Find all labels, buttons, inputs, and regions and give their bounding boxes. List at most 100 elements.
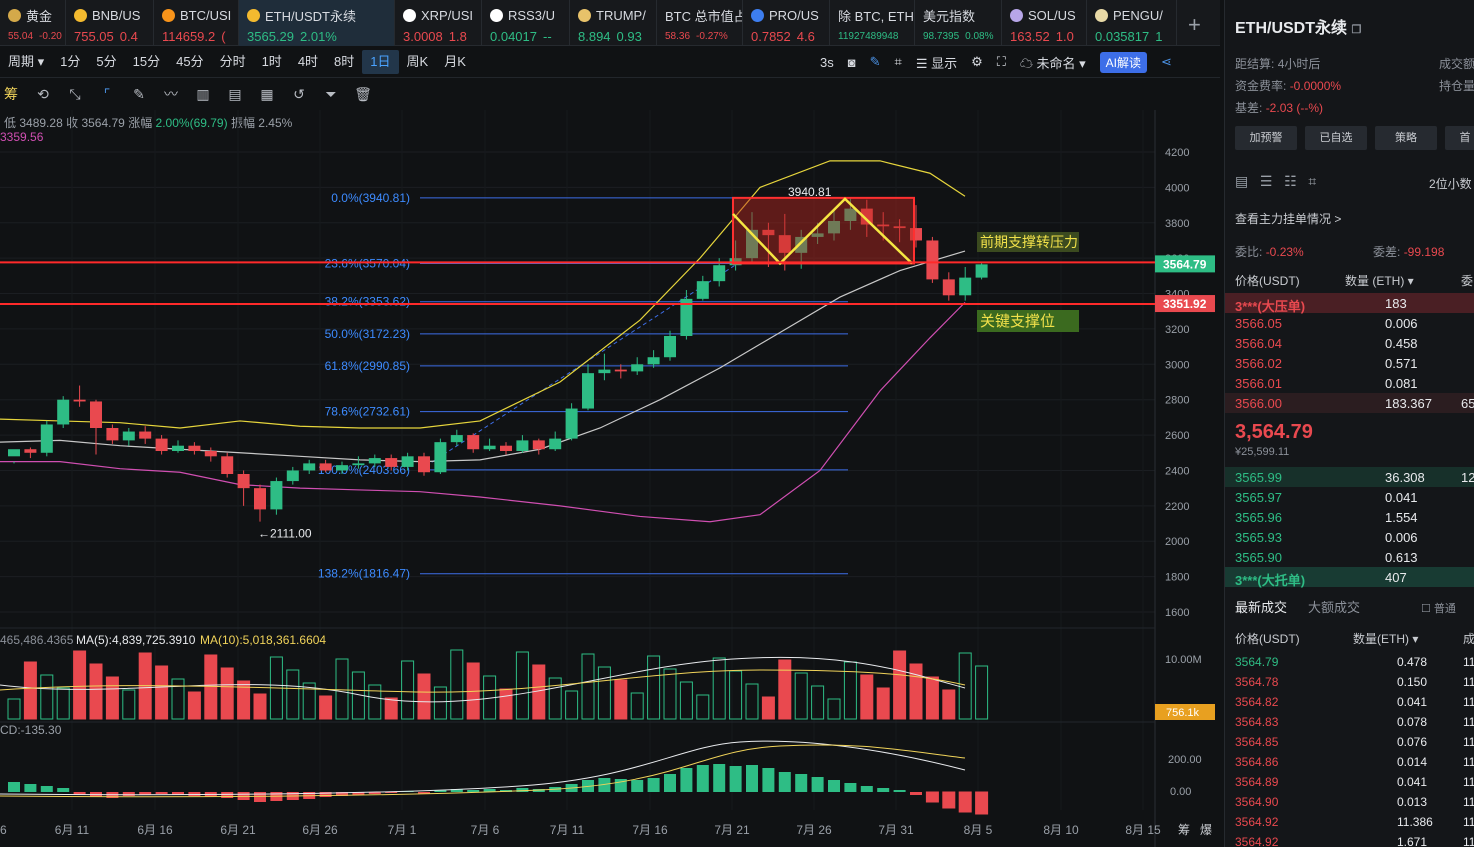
candle-icon[interactable]: ▥ [196,85,210,102]
ticker-tab[interactable]: BTC 总市值占 58.36 -0.27% [657,0,743,46]
template-dropdown[interactable]: ☁ 未命名 ▾ [1019,55,1086,71]
support-annotation-bg [977,310,1079,332]
add-tab-icon[interactable]: + [1188,12,1201,37]
coin-icon [751,8,764,22]
order-book-row[interactable]: 3566.02 0.571 [1225,353,1474,373]
book-view-icons[interactable]: ▤ ☰ ☷ ⌗ [1235,173,1317,189]
ticker-tab[interactable]: 黄金 55.04 -0.20 [0,0,66,46]
indicator-icon[interactable]: ⟲ [37,85,49,102]
normal-checkbox[interactable]: ☐ 普通 [1421,603,1456,615]
ticker-tab[interactable]: BTC/USI 114659.2 ( [154,0,239,46]
order-book-row[interactable]: 3565.90 0.613 [1225,547,1474,567]
timeframe-4[interactable]: 分时 [219,53,246,69]
ticker-tab[interactable]: ETH/USDT永续 3565.29 2.01% [239,0,395,46]
ticker-tab[interactable]: PENGU/0.035817 1 [1087,0,1177,46]
filter-icon[interactable]: ⏷ [325,85,337,102]
timeframe-5[interactable]: 1时 [261,53,282,69]
trade-col-qty[interactable]: 数量(ETH) ▾ [1353,632,1419,646]
timeframe-7[interactable]: 8时 [334,53,355,69]
ticker-tab[interactable]: PRO/US 0.7852 4.6 [743,0,830,46]
ai-interpret-button[interactable]: AI解读 [1099,51,1148,73]
order-book-row[interactable]: 3565.96 1.554 [1225,507,1474,527]
timeframe-10[interactable]: 月K [444,53,466,69]
volume-bar [581,653,595,720]
ticker-symbol: PRO/US [769,7,819,23]
ticker-tab[interactable]: 除 BTC, ETH 11927489948 [830,0,915,46]
ticker-tab[interactable]: BNB/US 755.05 0.4 [66,0,154,46]
order-book-row[interactable]: 3565.93 0.006 [1225,527,1474,547]
volume-current-tag [1155,704,1215,720]
volume-bar [40,674,54,720]
ticker-change: 0.93 [616,29,642,44]
order-book-row[interactable]: 3565.97 0.041 [1225,487,1474,507]
camera-icon[interactable]: ◙ [847,54,856,70]
timeframe-0[interactable]: 1分 [60,53,81,69]
ticker-tab[interactable]: SOL/US 163.52 1.0 [1002,0,1087,46]
trade-qty: 0.013 [1397,795,1428,809]
price-chart[interactable]: 1600180020002200240026002800300032003400… [0,110,1220,847]
col-qty[interactable]: 数量 (ETH) ▾ [1345,274,1414,288]
cursor-icon[interactable]: ⌜ [103,85,111,102]
order-book-row[interactable]: 3566.05 0.006 [1225,313,1474,333]
coin-icon [490,8,503,22]
strategy-button[interactable]: 策略 [1375,126,1437,150]
display-button[interactable]: ☰ 显示 [915,55,958,71]
x-tick-label: 8月 15 [1125,823,1161,837]
add-alert-button[interactable]: 加预警 [1235,126,1297,150]
fullscreen-icon[interactable]: ⛶ [996,54,1006,69]
trade-row: 3564.89 0.041 11 [1225,772,1474,792]
clipboard-icon[interactable]: ▤ [228,85,242,102]
order-book-row[interactable]: 3566.04 0.458 [1225,333,1474,353]
magic-icon[interactable]: ⤡ [69,85,81,102]
trash-icon[interactable]: 🗑 [354,85,372,102]
timeframe-3[interactable]: 45分 [176,53,204,69]
timeframe-2[interactable]: 15分 [132,53,161,69]
ticker-price-row: 755.05 0.4 [74,29,153,44]
settings-icon[interactable]: ⚙ [971,54,983,69]
tab-large-trades[interactable]: 大额成交 [1308,600,1361,615]
magnet-icon[interactable]: ↺ [293,85,305,102]
favorite-button[interactable]: 已自选 [1305,126,1367,150]
ticker-tab[interactable]: XRP/USI 3.0008 1.8 [395,0,482,46]
more-button[interactable]: 首 [1445,126,1474,150]
period-dropdown[interactable]: 周期 ▾ [8,53,45,69]
timeframe-1[interactable]: 5分 [96,53,117,69]
timeframe-9[interactable]: 周K [406,53,429,69]
tab-latest-trades[interactable]: 最新成交 [1235,600,1288,615]
order-book-row[interactable]: 3565.99 36.308 12 [1225,467,1474,487]
macd-bar [254,792,266,802]
share-icon[interactable]: ⋖ [1161,54,1172,69]
order-book-row[interactable]: 3***(大压单) 183 [1225,293,1474,314]
volume-bar [384,697,398,720]
brush-icon[interactable]: 〰 [164,86,178,102]
pencil-icon[interactable]: ✎ [133,85,145,102]
book-price: 3565.99 [1235,470,1282,485]
note-icon[interactable]: ▦ [260,85,274,102]
support-annotation: 关键支撑位 [980,313,1055,330]
order-book-row[interactable]: 3566.00 183.367 65 [1225,393,1474,413]
main-orders-link[interactable]: 查看主力挂单情况 > [1235,212,1342,226]
support-price-tag [1155,295,1215,313]
ticker-tab[interactable]: TRUMP/8.894 0.93 [570,0,657,46]
refresh-interval[interactable]: 3s [820,54,834,70]
draw-icon[interactable]: ✎ [869,54,881,69]
layout-icon[interactable]: ⌗ [894,54,902,69]
macd-tick: 200.00 [1168,754,1202,766]
book-price: 3***(大托单) [1235,573,1306,588]
timeframe-8[interactable]: 1日 [362,49,399,74]
ticker-tab[interactable]: RSS3/U 0.04017 -- [482,0,570,46]
ticker-tab-name: BTC 总市值占 [665,6,742,24]
order-book-row[interactable]: 3***(大托单) 407 [1225,567,1474,588]
ticker-tab[interactable]: 美元指数 98.7395 0.08% [915,0,1002,46]
volume-bar [237,680,251,720]
macd-bar [516,788,529,792]
candle-body [221,456,234,474]
chip-distribution-button[interactable]: 筹 [4,86,18,102]
timeframe-6[interactable]: 4时 [297,53,319,69]
x-tick-label: 7月 31 [878,823,914,837]
decimals-select[interactable]: 2位小数 [1429,177,1472,191]
last-price: 3,564.79 [1235,421,1313,443]
volume-bar [843,661,857,720]
ticker-price-row: 163.52 1.0 [1010,29,1086,44]
order-book-row[interactable]: 3566.01 0.081 [1225,373,1474,393]
